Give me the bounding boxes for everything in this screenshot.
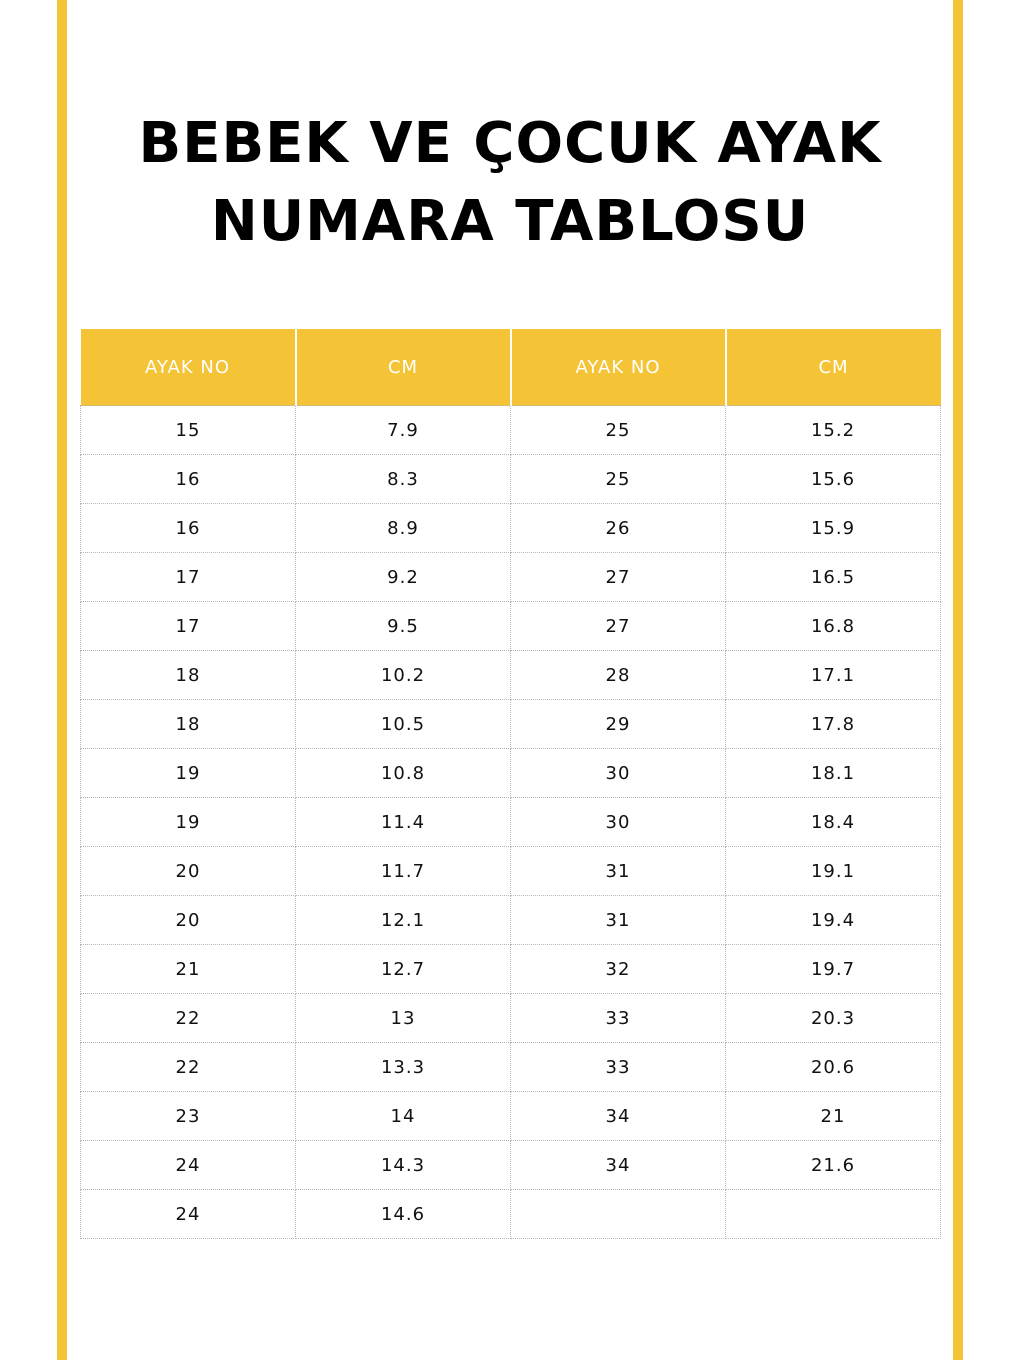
size-table: AYAK NO CM AYAK NO CM 15 7.9 25 15.2 16 8.3 25… (80, 329, 941, 1239)
left-accent-stripe (57, 0, 67, 1360)
cell-cm: 12.1 (295, 895, 511, 945)
cell-cm: 9.5 (295, 601, 511, 651)
title-line-2: NUMARA TABLOSU (210, 189, 810, 254)
table-row: 20 12.1 31 19.4 (80, 895, 941, 945)
table-row: 24 14.6 (80, 1189, 941, 1239)
table-row: 18 10.2 28 17.1 (80, 650, 941, 700)
cell-cm: 15.2 (725, 405, 941, 455)
table-header-row: AYAK NO CM AYAK NO CM (80, 329, 941, 406)
cell-cm: 10.5 (295, 699, 511, 749)
table-row: 21 12.7 32 19.7 (80, 944, 941, 994)
cell-cm: 20.6 (725, 1042, 941, 1092)
cell-ayak-no: 19 (80, 797, 296, 847)
table-row: 16 8.9 26 15.9 (80, 503, 941, 553)
cell-cm: 13.3 (295, 1042, 511, 1092)
cell-ayak-no: 28 (510, 650, 726, 700)
table-row: 23 14 34 21 (80, 1091, 941, 1141)
cell-ayak-no: 34 (510, 1140, 726, 1190)
cell-cm: 9.2 (295, 552, 511, 602)
cell-ayak-no: 23 (80, 1091, 296, 1141)
cell-ayak-no: 30 (510, 748, 726, 798)
cell-ayak-no: 24 (80, 1140, 296, 1190)
cell-ayak-no: 22 (80, 1042, 296, 1092)
cell-cm: 14.3 (295, 1140, 511, 1190)
cell-cm: 10.2 (295, 650, 511, 700)
cell-ayak-no: 30 (510, 797, 726, 847)
cell-cm: 10.8 (295, 748, 511, 798)
cell-cm: 19.7 (725, 944, 941, 994)
cell-ayak-no: 29 (510, 699, 726, 749)
cell-ayak-no: 22 (80, 993, 296, 1043)
cell-cm: 11.7 (295, 846, 511, 896)
cell-ayak-no: 16 (80, 503, 296, 553)
cell-ayak-no: 20 (80, 895, 296, 945)
table-row: 17 9.2 27 16.5 (80, 552, 941, 602)
header-ayak-no: AYAK NO (510, 329, 727, 406)
cell-ayak-no: 33 (510, 1042, 726, 1092)
table-row: 19 11.4 30 18.4 (80, 797, 941, 847)
cell-ayak-no: 19 (80, 748, 296, 798)
cell-cm: 14 (295, 1091, 511, 1141)
cell-cm: 8.9 (295, 503, 511, 553)
table-row: 22 13.3 33 20.6 (80, 1042, 941, 1092)
cell-cm: 16.5 (725, 552, 941, 602)
cell-cm (725, 1189, 941, 1239)
cell-cm: 18.4 (725, 797, 941, 847)
table-row: 17 9.5 27 16.8 (80, 601, 941, 651)
table-row: 20 11.7 31 19.1 (80, 846, 941, 896)
cell-cm: 14.6 (295, 1189, 511, 1239)
cell-ayak-no: 25 (510, 405, 726, 455)
cell-cm: 19.1 (725, 846, 941, 896)
cell-ayak-no: 33 (510, 993, 726, 1043)
right-accent-stripe (953, 0, 963, 1360)
cell-cm: 12.7 (295, 944, 511, 994)
cell-ayak-no: 21 (80, 944, 296, 994)
cell-cm: 19.4 (725, 895, 941, 945)
cell-cm: 16.8 (725, 601, 941, 651)
cell-cm: 17.8 (725, 699, 941, 749)
table-row: 24 14.3 34 21.6 (80, 1140, 941, 1190)
cell-cm: 17.1 (725, 650, 941, 700)
cell-ayak-no: 34 (510, 1091, 726, 1141)
table-row: 18 10.5 29 17.8 (80, 699, 941, 749)
header-cm: CM (725, 329, 941, 406)
cell-cm: 7.9 (295, 405, 511, 455)
cell-ayak-no (510, 1189, 726, 1239)
cell-ayak-no: 25 (510, 454, 726, 504)
cell-ayak-no: 31 (510, 846, 726, 896)
cell-ayak-no: 17 (80, 601, 296, 651)
table-row: 16 8.3 25 15.6 (80, 454, 941, 504)
cell-cm: 11.4 (295, 797, 511, 847)
table-row: 15 7.9 25 15.2 (80, 405, 941, 455)
cell-cm: 15.9 (725, 503, 941, 553)
cell-cm: 15.6 (725, 454, 941, 504)
cell-cm: 21 (725, 1091, 941, 1141)
cell-ayak-no: 16 (80, 454, 296, 504)
cell-cm: 18.1 (725, 748, 941, 798)
cell-ayak-no: 17 (80, 552, 296, 602)
cell-ayak-no: 27 (510, 601, 726, 651)
cell-ayak-no: 26 (510, 503, 726, 553)
cell-ayak-no: 32 (510, 944, 726, 994)
title-line-1: BEBEK VE ÇOCUK AYAK (138, 111, 882, 176)
cell-cm: 21.6 (725, 1140, 941, 1190)
cell-ayak-no: 31 (510, 895, 726, 945)
cell-cm: 20.3 (725, 993, 941, 1043)
table-row: 19 10.8 30 18.1 (80, 748, 941, 798)
cell-ayak-no: 18 (80, 650, 296, 700)
cell-ayak-no: 15 (80, 405, 296, 455)
page-title: BEBEK VE ÇOCUK AYAK NUMARA TABLOSU (0, 105, 1020, 261)
cell-ayak-no: 27 (510, 552, 726, 602)
cell-ayak-no: 24 (80, 1189, 296, 1239)
header-cm: CM (295, 329, 512, 406)
cell-cm: 8.3 (295, 454, 511, 504)
table-row: 22 13 33 20.3 (80, 993, 941, 1043)
cell-ayak-no: 20 (80, 846, 296, 896)
cell-cm: 13 (295, 993, 511, 1043)
cell-ayak-no: 18 (80, 699, 296, 749)
header-ayak-no: AYAK NO (80, 329, 297, 406)
